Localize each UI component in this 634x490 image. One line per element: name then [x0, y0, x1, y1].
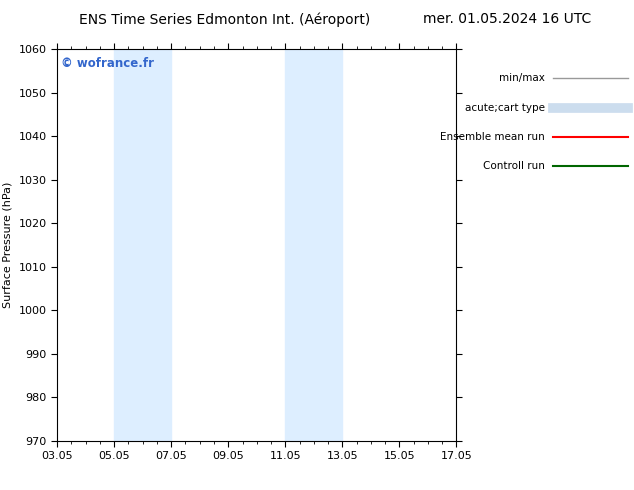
- Text: Controll run: Controll run: [483, 161, 545, 171]
- Bar: [285, 49, 342, 441]
- Text: Ensemble mean run: Ensemble mean run: [441, 132, 545, 142]
- Text: © wofrance.fr: © wofrance.fr: [61, 57, 154, 70]
- Text: ENS Time Series Edmonton Int. (Aéroport): ENS Time Series Edmonton Int. (Aéroport): [79, 12, 371, 27]
- Y-axis label: Surface Pressure (hPa): Surface Pressure (hPa): [3, 182, 13, 308]
- Bar: [114, 49, 171, 441]
- Text: mer. 01.05.2024 16 UTC: mer. 01.05.2024 16 UTC: [423, 12, 592, 26]
- Text: min/max: min/max: [500, 74, 545, 83]
- Text: acute;cart type: acute;cart type: [465, 102, 545, 113]
